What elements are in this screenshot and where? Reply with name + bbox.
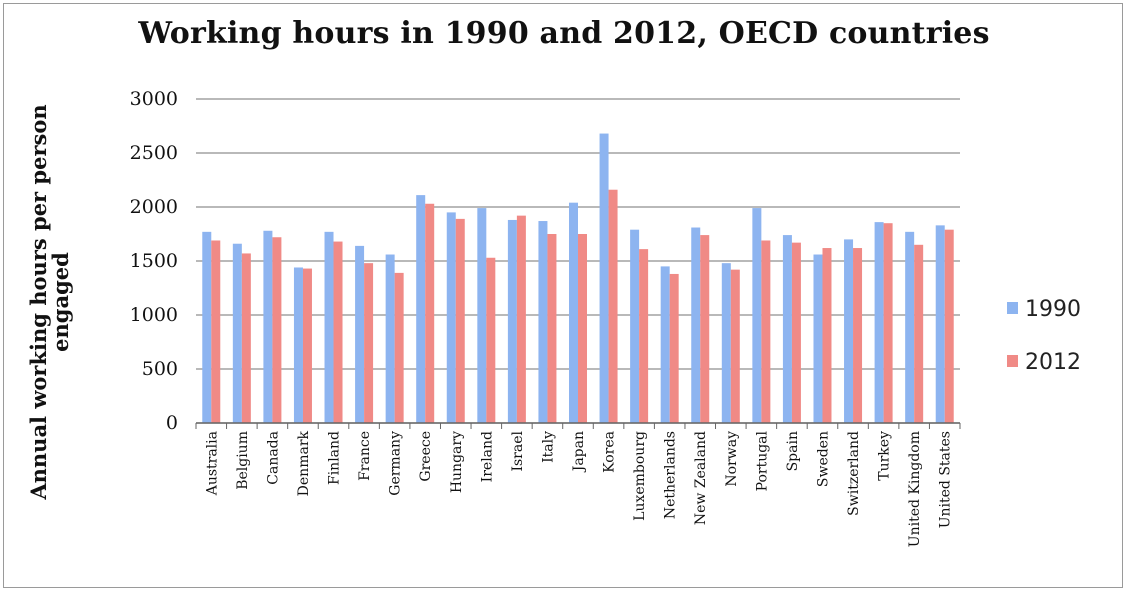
y-axis-ticks: 0 500 1000 1500 2000 2500 3000 — [130, 88, 178, 434]
x-tick-label-finland: Finland — [327, 431, 343, 485]
x-tick-label-korea: Korea — [602, 431, 618, 473]
y-tick-label: 500 — [142, 358, 178, 380]
bar-2012-netherlands — [669, 273, 679, 423]
x-tick-label-luxembourg: Luxembourg — [632, 431, 648, 521]
y-tick-label: 1000 — [130, 304, 178, 326]
bar-1990-spain — [782, 235, 792, 423]
bar-1990-united-states — [935, 225, 945, 423]
bar-1990-france — [355, 245, 365, 423]
bar-1990-united-kingdom — [905, 231, 915, 423]
y-tick-label: 3000 — [130, 88, 178, 110]
x-tick-label-denmark: Denmark — [296, 430, 312, 496]
x-tick-label-new-zealand: New Zealand — [693, 431, 709, 525]
bar-1990-germany — [385, 254, 395, 423]
bar-1990-new-zealand — [691, 227, 701, 423]
bar-2012-finland — [333, 241, 343, 423]
x-tick-label-spain: Spain — [785, 431, 801, 471]
bar-1990-belgium — [232, 243, 242, 423]
bar-2012-greece — [425, 203, 435, 423]
bar-2012-korea — [608, 189, 618, 423]
x-tick-label-japan: Japan — [571, 431, 587, 473]
bar-1990-italy — [538, 221, 548, 423]
y-tick-label: 2000 — [130, 196, 178, 218]
x-tick-label-germany: Germany — [388, 431, 404, 496]
bar-2012-sweden — [822, 248, 832, 423]
bar-1990-netherlands — [660, 266, 670, 423]
bar-1990-ireland — [477, 208, 487, 423]
bar-1990-sweden — [813, 254, 823, 423]
bar-1990-denmark — [293, 267, 303, 423]
x-axis-tick-labels: Australia Belgium Canada Denmark Finland Fran… — [204, 430, 953, 547]
legend-swatch-1990 — [1007, 302, 1018, 314]
bar-2012-australia — [211, 240, 221, 423]
chart-title: Working hours in 1990 and 2012, OECD cou… — [138, 16, 990, 51]
bar-1990-luxembourg — [630, 229, 640, 423]
bar-1990-israel — [507, 219, 517, 423]
bar-2012-switzerland — [853, 248, 863, 423]
bar-2012-italy — [547, 234, 557, 423]
bar-1990-australia — [202, 231, 212, 423]
x-tick-label-france: France — [357, 431, 373, 481]
bar-1990-portugal — [752, 208, 762, 423]
bar-2012-norway — [730, 269, 740, 423]
bar-2012-turkey — [883, 223, 893, 423]
bar-1990-norway — [721, 263, 731, 423]
bar-2012-japan — [578, 234, 587, 423]
x-tick-label-hungary: Hungary — [449, 431, 465, 493]
y-tick-label: 1500 — [130, 250, 178, 272]
x-tick-label-united-kingdom: United Kingdom — [907, 431, 923, 547]
bar-2012-germany — [394, 272, 404, 423]
legend: 1990 2012 — [1007, 297, 1081, 375]
bar-1990-switzerland — [844, 239, 854, 423]
legend-label-2012: 2012 — [1025, 350, 1081, 375]
x-axis — [195, 422, 961, 429]
bars — [202, 133, 954, 423]
bar-1990-turkey — [874, 222, 884, 423]
x-tick-label-netherlands: Netherlands — [663, 431, 679, 519]
legend-swatch-2012 — [1007, 355, 1018, 367]
bar-1990-hungary — [446, 212, 456, 423]
bar-2012-spain — [791, 242, 801, 423]
x-tick-label-greece: Greece — [418, 431, 434, 482]
x-tick-label-united-states: United States — [938, 431, 954, 528]
x-tick-label-israel: Israel — [510, 430, 526, 471]
bar-2012-portugal — [761, 240, 771, 423]
bar-1990-greece — [416, 195, 426, 423]
bar-2012-united-states — [944, 229, 954, 423]
x-tick-label-sweden: Sweden — [815, 431, 831, 487]
x-tick-label-portugal: Portugal — [754, 430, 770, 491]
bar-1990-japan — [569, 202, 578, 423]
y-tick-label: 0 — [166, 412, 178, 434]
bar-2012-united-kingdom — [914, 244, 924, 423]
bar-2012-new-zealand — [700, 235, 710, 423]
x-tick-label-ireland: Ireland — [479, 431, 495, 482]
bar-1990-korea — [599, 133, 609, 423]
x-tick-label-norway: Norway — [724, 431, 740, 487]
bar-2012-france — [364, 263, 374, 423]
x-tick-label-canada: Canada — [265, 431, 281, 485]
x-tick-label-italy: Italy — [540, 431, 556, 463]
x-tick-label-australia: Australia — [204, 431, 220, 496]
x-tick-label-turkey: Turkey — [877, 431, 893, 481]
bar-1990-finland — [324, 231, 334, 423]
x-tick-label-switzerland: Switzerland — [846, 431, 862, 516]
y-tick-label: 2500 — [130, 142, 178, 164]
bar-2012-luxembourg — [639, 249, 649, 423]
bar-2012-belgium — [241, 253, 251, 423]
bar-1990-canada — [263, 230, 273, 423]
bar-2012-denmark — [302, 268, 312, 423]
x-tick-label-belgium: Belgium — [235, 431, 251, 490]
bar-2012-israel — [516, 215, 526, 423]
bar-2012-ireland — [486, 257, 496, 423]
bar-2012-hungary — [455, 218, 465, 423]
legend-label-1990: 1990 — [1025, 297, 1081, 322]
bar-2012-canada — [272, 237, 282, 423]
